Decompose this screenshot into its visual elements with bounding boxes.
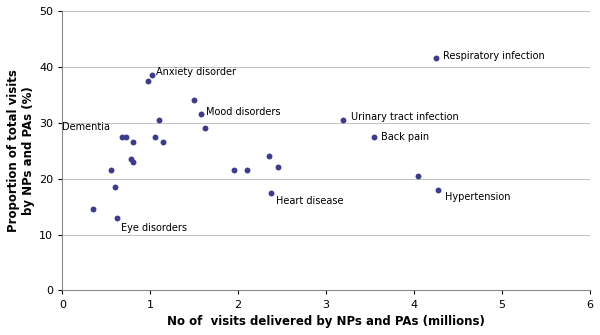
Text: Back pain: Back pain: [381, 132, 430, 142]
Text: Respiratory infection: Respiratory infection: [443, 51, 545, 61]
Point: [266, 190, 276, 195]
Point: [106, 168, 115, 173]
Point: [154, 117, 164, 123]
Text: Hypertension: Hypertension: [445, 192, 511, 202]
Y-axis label: Proportion of total visits
by NPs and PAs (%): Proportion of total visits by NPs and PA…: [7, 69, 35, 232]
X-axis label: No of  visits delivered by NPs and PAs (millions): No of visits delivered by NPs and PAs (m…: [167, 315, 485, 328]
Point: [264, 154, 274, 159]
Point: [431, 56, 440, 61]
Point: [112, 215, 122, 220]
Point: [338, 117, 348, 123]
Point: [147, 73, 157, 78]
Text: Dementia: Dementia: [62, 122, 110, 132]
Point: [158, 140, 168, 145]
Point: [273, 165, 283, 170]
Point: [196, 112, 206, 117]
Point: [242, 168, 251, 173]
Point: [229, 168, 238, 173]
Point: [117, 134, 127, 139]
Point: [200, 126, 209, 131]
Point: [122, 134, 131, 139]
Text: Urinary tract infection: Urinary tract infection: [350, 112, 458, 122]
Point: [143, 78, 152, 83]
Point: [128, 140, 137, 145]
Point: [88, 207, 98, 212]
Point: [413, 173, 423, 179]
Text: Anxiety disorder: Anxiety disorder: [156, 67, 236, 77]
Text: Eye disorders: Eye disorders: [121, 223, 187, 233]
Point: [126, 156, 136, 162]
Point: [150, 134, 160, 139]
Point: [110, 184, 120, 190]
Point: [370, 134, 379, 139]
Text: Heart disease: Heart disease: [276, 196, 343, 206]
Point: [128, 159, 137, 164]
Text: Mood disorders: Mood disorders: [206, 107, 280, 117]
Point: [434, 187, 443, 193]
Point: [189, 98, 199, 103]
